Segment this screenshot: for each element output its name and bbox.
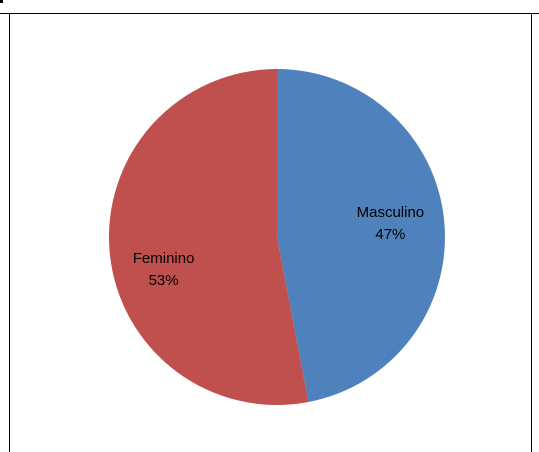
corner-mark bbox=[0, 0, 3, 3]
slice-percent-masculino: 47% bbox=[375, 226, 405, 243]
pie-slice-masculino bbox=[277, 69, 445, 403]
pie-slice-feminino bbox=[108, 69, 309, 405]
pie-slices bbox=[108, 69, 445, 405]
pie-labels: Masculino 47% Feminino 53% bbox=[133, 204, 424, 289]
table-border-right bbox=[531, 13, 532, 452]
slice-percent-feminino: 53% bbox=[149, 272, 179, 289]
table-border-left bbox=[9, 13, 10, 452]
slice-label-feminino: Feminino bbox=[133, 250, 195, 267]
slice-label-masculino: Masculino bbox=[357, 204, 425, 221]
table-border-top bbox=[0, 13, 539, 14]
